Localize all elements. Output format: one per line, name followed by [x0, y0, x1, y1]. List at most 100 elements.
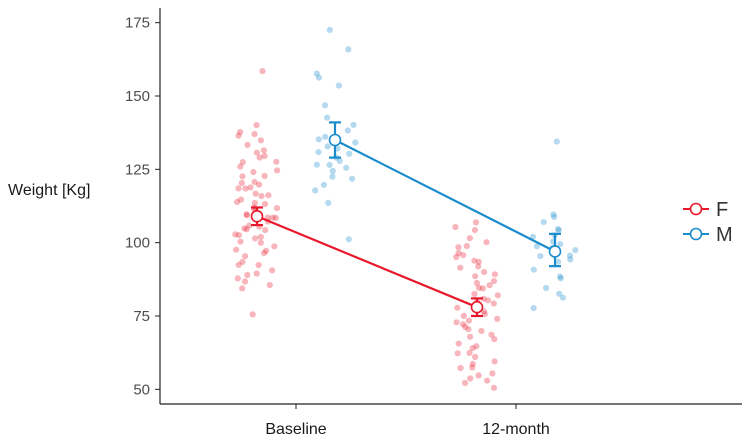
data-point-f — [462, 379, 469, 387]
data-point-f — [472, 273, 479, 280]
data-point-m — [557, 275, 564, 282]
data-point-f — [463, 243, 470, 250]
data-point-f — [251, 199, 258, 207]
y-tick-label: 125 — [125, 161, 150, 178]
data-point-f — [489, 370, 496, 377]
data-point-f — [269, 267, 276, 274]
data-point-m — [553, 138, 560, 145]
data-point-f — [255, 261, 262, 269]
data-point-f — [481, 311, 488, 318]
x-category-label: 12-month — [482, 421, 550, 438]
points-layer — [232, 26, 579, 391]
data-point-m — [540, 219, 547, 226]
data-point-m — [557, 241, 564, 248]
data-point-m — [550, 211, 557, 218]
data-point-m — [313, 161, 320, 168]
data-point-f — [262, 227, 269, 234]
data-point-m — [324, 114, 331, 121]
data-point-f — [251, 131, 258, 138]
data-point-m — [543, 284, 550, 292]
mean-lines-layer — [250, 121, 562, 318]
data-point-m — [329, 167, 336, 175]
data-point-f — [479, 285, 486, 292]
data-point-f — [272, 214, 279, 221]
data-point-f — [460, 321, 467, 328]
data-point-m — [320, 181, 327, 188]
data-point-m — [315, 149, 322, 156]
data-point-m — [530, 266, 537, 273]
data-point-f — [242, 185, 249, 192]
mean-line-f — [256, 215, 478, 309]
data-point-f — [483, 239, 490, 246]
data-point-f — [491, 336, 498, 343]
data-point-f — [237, 163, 244, 170]
data-point-f — [467, 333, 474, 340]
data-point-m — [313, 70, 320, 77]
data-point-f — [261, 152, 268, 159]
data-point-f — [239, 173, 246, 180]
data-point-f — [261, 172, 268, 180]
data-point-f — [462, 323, 469, 330]
data-point-f — [235, 132, 242, 139]
data-point-f — [455, 244, 462, 251]
data-point-m — [335, 82, 342, 89]
data-point-f — [257, 239, 264, 246]
data-point-m — [346, 150, 353, 157]
data-point-m — [572, 247, 579, 254]
data-point-f — [473, 343, 480, 350]
data-point-m — [530, 305, 537, 312]
y-tick-label: 175 — [125, 15, 150, 32]
data-point-m — [555, 225, 562, 233]
data-point-f — [256, 154, 263, 161]
data-point-f — [469, 360, 476, 367]
data-point-m — [559, 294, 567, 301]
data-point-f — [472, 219, 480, 226]
legend-marker-f — [689, 202, 703, 216]
data-point-f — [273, 158, 280, 165]
data-point-f — [471, 257, 478, 264]
data-point-f — [252, 235, 259, 242]
y-tick-label: 75 — [133, 308, 150, 325]
data-point-m — [555, 258, 562, 265]
data-point-f — [238, 179, 245, 187]
data-point-m — [322, 133, 329, 140]
data-point-f — [237, 238, 244, 245]
data-point-f — [257, 137, 264, 144]
data-point-f — [488, 331, 495, 338]
data-point-f — [467, 375, 474, 382]
data-point-f — [243, 226, 250, 233]
data-point-f — [455, 249, 462, 257]
data-point-f — [234, 198, 241, 205]
data-point-f — [239, 285, 246, 292]
data-point-f — [486, 282, 493, 289]
legend: FM — [683, 199, 733, 246]
data-point-m — [556, 290, 563, 297]
data-point-m — [345, 236, 352, 243]
mean-point-m — [328, 133, 342, 147]
data-point-f — [494, 292, 501, 299]
data-point-f — [233, 246, 240, 253]
data-point-f — [494, 315, 501, 322]
data-point-m — [537, 253, 544, 260]
data-point-f — [475, 284, 483, 291]
data-point-m — [312, 187, 319, 194]
y-axis-title: Weight [Kg] — [8, 182, 90, 199]
data-point-f — [239, 258, 246, 265]
data-point-f — [471, 227, 478, 234]
data-point-f — [265, 192, 272, 199]
data-point-m — [315, 74, 322, 81]
data-point-f — [250, 169, 257, 176]
data-point-f — [484, 377, 491, 384]
data-point-f — [481, 268, 488, 276]
data-point-m — [329, 173, 336, 180]
data-point-f — [491, 271, 498, 278]
data-point-m — [566, 252, 574, 259]
data-point-f — [249, 311, 256, 318]
data-point-f — [251, 178, 258, 186]
data-point-f — [274, 167, 281, 174]
legend-label-f: F — [716, 199, 728, 221]
data-point-m — [326, 161, 333, 168]
data-point-f — [273, 205, 281, 212]
y-tick-label: 100 — [125, 235, 150, 252]
data-point-f — [460, 252, 467, 259]
